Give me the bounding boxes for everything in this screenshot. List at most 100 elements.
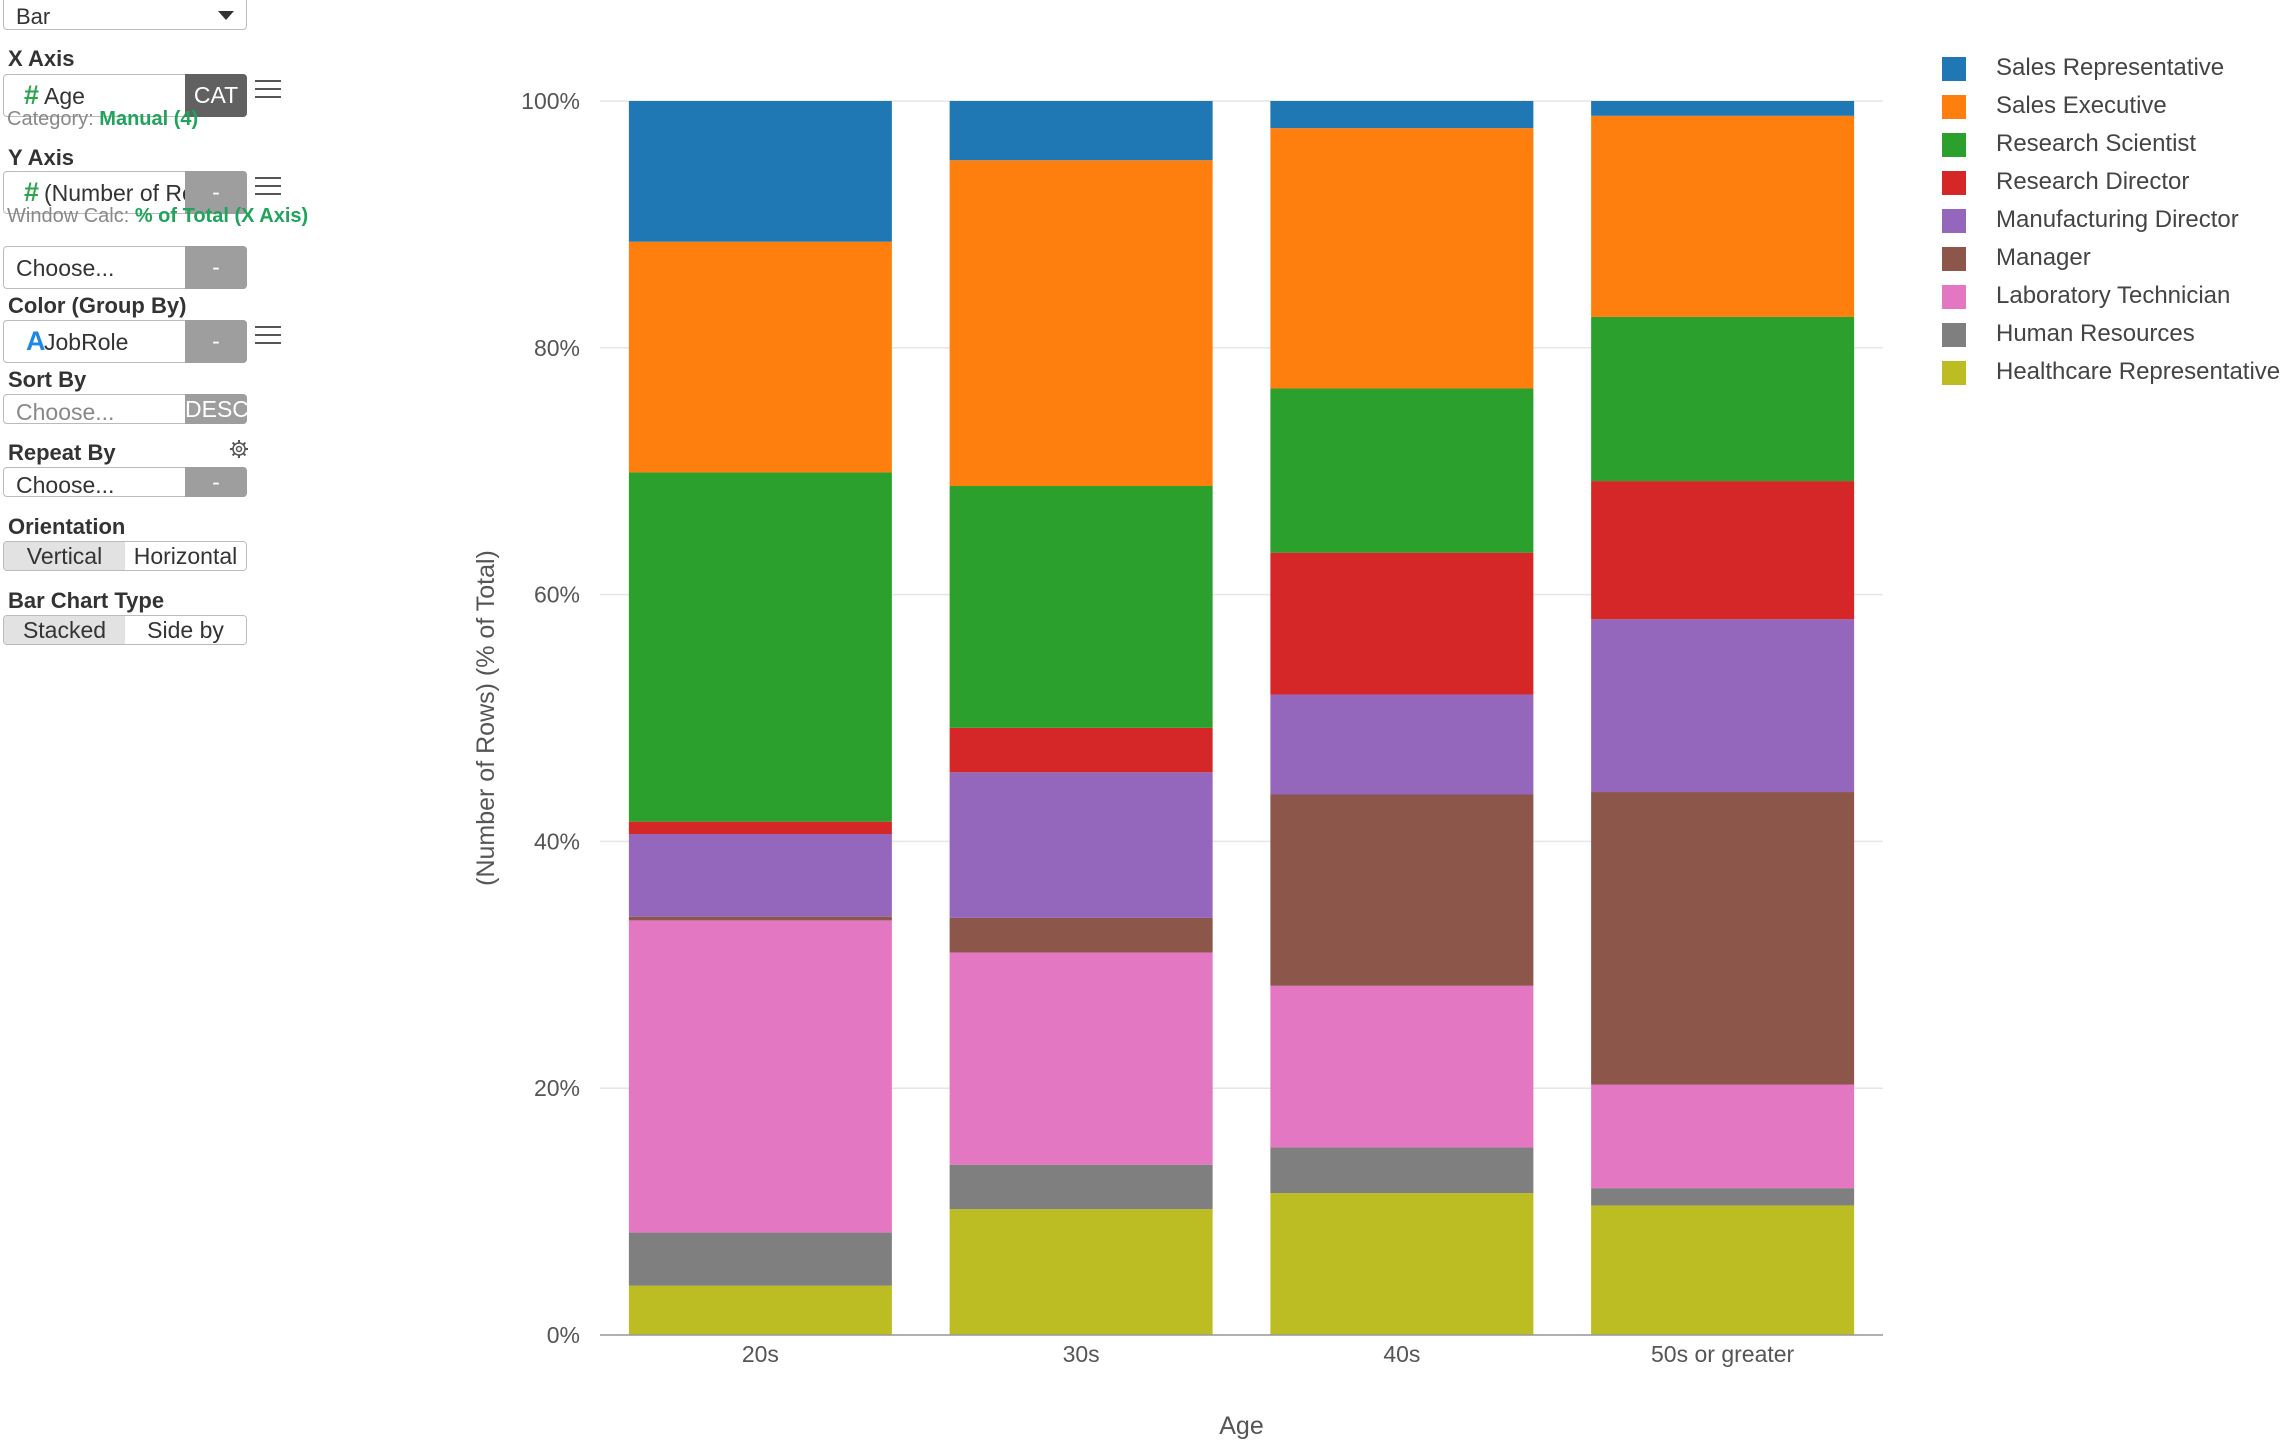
legend-label: Laboratory Technician	[1996, 282, 2231, 309]
chart-type-value: Bar	[16, 4, 51, 29]
legend-swatch	[1942, 171, 1966, 195]
x-tick-label: 20s	[742, 1341, 779, 1367]
bar-segment	[1270, 694, 1534, 795]
legend-swatch	[1942, 57, 1966, 81]
orientation-vertical-button[interactable]: Vertical	[4, 542, 126, 570]
sort-order-button[interactable]: DESC	[185, 394, 249, 424]
color-field[interactable]: A JobRole -	[3, 320, 247, 363]
bar-segment	[1591, 481, 1855, 620]
bar-segment	[1591, 1188, 1855, 1206]
bar-segment	[1270, 985, 1534, 1148]
sort-label: Sort By	[8, 367, 87, 392]
bar-type-side-by-side-button[interactable]: Side by Side	[125, 616, 246, 644]
chart-type-select[interactable]: Bar	[3, 0, 247, 30]
repeat-agg-button[interactable]: -	[185, 467, 247, 497]
number-type-icon: #	[24, 80, 40, 110]
y-tick-label: 60%	[534, 582, 580, 608]
x-axis-sub: Category: Manual (4)	[7, 108, 198, 131]
gear-icon[interactable]	[229, 439, 249, 459]
bar-segment	[1591, 619, 1855, 793]
bar-segment	[628, 1232, 892, 1286]
y-tick-label: 20%	[534, 1075, 580, 1101]
bar-type-label: Bar Chart Type	[8, 588, 165, 613]
bar-type-toggle: Stacked Side by Side	[3, 615, 247, 645]
chevron-down-icon	[218, 11, 234, 20]
y-axis-label: Y Axis	[8, 145, 75, 170]
sort-placeholder: Choose...	[16, 399, 115, 425]
y-axis-2-field[interactable]: Choose... -	[3, 246, 247, 289]
y-axis-field[interactable]: # (Number of Rows) -	[3, 171, 247, 214]
y-tick-label: 40%	[534, 828, 580, 854]
repeat-field[interactable]: Choose... -	[3, 467, 247, 498]
bar-segment	[1591, 101, 1855, 116]
y-axis-2-placeholder: Choose...	[16, 255, 115, 281]
bar-segment	[949, 952, 1213, 1165]
y-axis-window-calc-link[interactable]: % of Total (X Axis)	[134, 205, 309, 227]
legend-label: Sales Representative	[1996, 54, 2225, 81]
repeat-placeholder: Choose...	[16, 472, 115, 498]
orientation-label: Orientation	[8, 514, 126, 539]
color-agg-button[interactable]: -	[185, 320, 247, 363]
repeat-label: Repeat By	[8, 440, 116, 465]
y-tick-label: 80%	[534, 335, 580, 361]
y-axis-title: (Number of Rows) (% of Total)	[472, 550, 500, 886]
x-tick-label: 50s or greater	[1651, 1341, 1795, 1367]
bar-segment	[949, 1164, 1213, 1210]
bar-segment	[1270, 101, 1534, 129]
legend-label: Research Director	[1996, 168, 2190, 195]
bar-type-stacked-button[interactable]: Stacked	[4, 616, 126, 644]
bar-segment	[1591, 115, 1855, 317]
legend-swatch	[1942, 247, 1966, 271]
bar-segment	[1591, 316, 1855, 482]
x-axis-title: Age	[1219, 1412, 1263, 1440]
bar-segment	[1591, 792, 1855, 1085]
bar-segment	[949, 772, 1213, 918]
x-axis-type-button[interactable]: CAT	[185, 74, 247, 117]
color-menu-icon[interactable]	[255, 326, 281, 348]
bar-segment	[628, 821, 892, 834]
y-tick-label: 0%	[547, 1322, 580, 1348]
bar-segment	[949, 917, 1213, 953]
x-axis-field-value: Age	[44, 83, 85, 109]
x-axis-field[interactable]: # Age CAT	[3, 74, 247, 117]
x-axis-menu-icon[interactable]	[255, 80, 281, 102]
settings-panel: Bar X Axis # Age CAT Category: Manual (4…	[0, 0, 420, 1452]
legend-swatch	[1942, 361, 1966, 385]
bar-segment	[1270, 128, 1534, 389]
bar-segment	[1591, 1205, 1855, 1335]
bar-segment	[1591, 1084, 1855, 1189]
bar-segment	[1270, 1193, 1534, 1335]
bar-segment	[628, 472, 892, 822]
orientation-horizontal-button[interactable]: Horizontal	[125, 542, 246, 570]
number-type-icon: #	[24, 177, 40, 207]
bar-segment	[628, 833, 892, 917]
x-axis-category-link[interactable]: Manual (4)	[99, 108, 199, 130]
legend-label: Sales Executive	[1996, 92, 2167, 119]
y-axis-sub: Window Calc: % of Total (X Axis)	[7, 205, 308, 228]
legend-label: Healthcare Representative	[1996, 358, 2281, 385]
y-axis-agg-button[interactable]: -	[185, 171, 247, 214]
bar-segment	[1270, 552, 1534, 695]
x-axis-label: X Axis	[8, 46, 75, 71]
legend-label: Manufacturing Director	[1996, 206, 2239, 233]
bar-segment	[949, 727, 1213, 773]
legend-label: Research Scientist	[1996, 130, 2197, 157]
y-tick-label: 100%	[521, 88, 580, 114]
legend-swatch	[1942, 133, 1966, 157]
legend-label: Human Resources	[1996, 320, 2195, 347]
color-field-value: JobRole	[44, 329, 129, 355]
bar-segment	[628, 101, 892, 242]
bar-segment	[1270, 1147, 1534, 1194]
y-axis-menu-icon[interactable]	[255, 177, 281, 199]
bar-segment	[628, 920, 892, 1233]
bar-segment	[1270, 388, 1534, 553]
bar-segment	[1270, 794, 1534, 986]
x-tick-label: 40s	[1383, 1341, 1420, 1367]
y-axis-2-agg-button[interactable]: -	[185, 246, 247, 289]
legend-swatch	[1942, 95, 1966, 119]
x-tick-label: 30s	[1063, 1341, 1100, 1367]
sort-field[interactable]: Choose... DESC	[3, 394, 249, 425]
bar-segment	[949, 486, 1213, 728]
bar-segment	[628, 1285, 892, 1335]
